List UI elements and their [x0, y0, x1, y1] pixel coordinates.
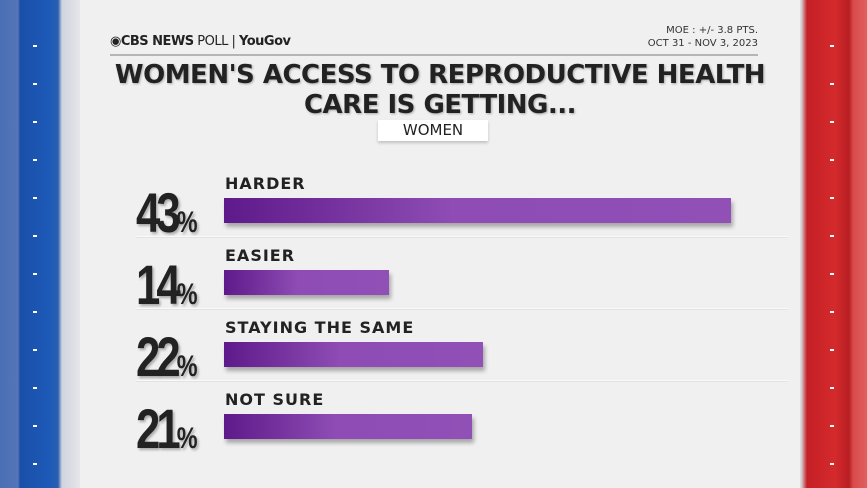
bar-row: 43% HARDER [136, 172, 787, 244]
row-divider [136, 308, 787, 310]
border-tick [830, 273, 834, 275]
border-tick [33, 159, 37, 161]
border-tick [830, 463, 834, 465]
bar-row: 14% EASIER [136, 244, 787, 316]
border-tick [830, 197, 834, 199]
border-tick [33, 425, 37, 427]
category-label: EASIER [225, 246, 296, 265]
row-divider [136, 236, 787, 238]
border-tick [830, 311, 834, 313]
border-tick [33, 311, 37, 313]
bar [224, 342, 484, 367]
bar-row: 21% NOT SURE [136, 388, 787, 460]
left-blue-border [0, 0, 80, 488]
bar [224, 198, 731, 223]
category-label: NOT SURE [225, 390, 325, 409]
border-tick [33, 235, 37, 237]
bar [224, 270, 390, 295]
value-label: 21% [136, 397, 198, 460]
border-tick [830, 83, 834, 85]
border-tick [830, 387, 834, 389]
border-tick [33, 83, 37, 85]
bar [224, 414, 472, 439]
value-label: 22% [136, 325, 198, 388]
border-tick [830, 235, 834, 237]
border-tick [33, 121, 37, 123]
moe-info: MOE : +/- 3.8 PTS. OCT 31 - NOV 3, 2023 [648, 24, 758, 50]
border-tick [830, 121, 834, 123]
bar-row: 22% STAYING THE SAME [136, 316, 787, 388]
border-tick [830, 349, 834, 351]
border-tick [33, 273, 37, 275]
right-red-border [795, 0, 867, 488]
border-tick [33, 463, 37, 465]
subgroup-tag: WOMEN [378, 120, 488, 141]
border-tick [33, 197, 37, 199]
value-label: 43% [136, 181, 198, 244]
border-tick [830, 45, 834, 47]
category-label: HARDER [225, 174, 306, 193]
border-tick [33, 387, 37, 389]
row-divider [136, 380, 787, 382]
poll-card: ◉CBS NEWS POLL | YouGov MOE : +/- 3.8 PT… [80, 0, 800, 488]
chart-title: WOMEN'S ACCESS TO REPRODUCTIVE HEALTH CA… [114, 60, 766, 120]
value-label: 14% [136, 253, 198, 316]
border-tick [830, 159, 834, 161]
category-label: STAYING THE SAME [225, 318, 415, 337]
border-tick [33, 349, 37, 351]
border-tick [33, 45, 37, 47]
moe-text: MOE : +/- 3.8 PTS. [666, 25, 758, 36]
cbs-yougov-logo: ◉CBS NEWS POLL | YouGov [110, 34, 291, 49]
border-tick [830, 425, 834, 427]
poll-dates: OCT 31 - NOV 3, 2023 [647, 38, 758, 49]
header-divider [110, 54, 758, 56]
